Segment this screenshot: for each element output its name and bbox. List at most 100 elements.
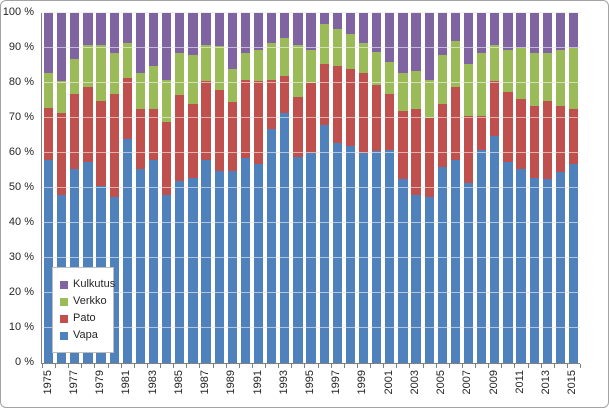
pato-segment: [267, 79, 277, 129]
x-axis-tick: [146, 364, 148, 368]
x-axis-label: 1981: [120, 370, 133, 395]
x-axis-label: 1985: [172, 370, 185, 395]
x-axis-tick: [540, 364, 542, 368]
bar-1997: [331, 13, 344, 363]
x-axis-label: 1979: [94, 370, 107, 395]
pato-segment: [385, 93, 395, 150]
kulkutus-segment: [503, 13, 513, 50]
kulkutus-segment: [319, 13, 329, 24]
verkko-segment: [503, 49, 513, 92]
pato-segment: [332, 65, 342, 143]
verkko-segment: [267, 42, 277, 80]
kulkutus-segment: [267, 13, 277, 43]
pato-swatch-icon: [60, 314, 68, 323]
legend-label: Kulkutus: [73, 278, 116, 290]
kulkutus-segment: [555, 13, 566, 50]
pato-segment: [306, 83, 316, 153]
x-axis-tick: [343, 364, 345, 368]
x-axis-label: 2007: [461, 370, 474, 395]
bar-1978: [81, 13, 94, 363]
x-axis-tick: [448, 364, 450, 368]
bar-2013: [541, 13, 554, 363]
x-axis-tick: [514, 364, 516, 368]
kulkutus-segment: [542, 13, 552, 54]
kulkutus-segment: [568, 13, 579, 48]
verkko-segment: [148, 65, 159, 110]
vapa-segment: [450, 160, 461, 363]
pato-segment: [188, 104, 198, 178]
pato-segment: [227, 102, 237, 171]
bar-1985: [173, 13, 186, 363]
vapa-segment: [162, 195, 172, 363]
x-axis-tick: [475, 364, 477, 368]
y-axis-label: 90 %: [8, 41, 34, 53]
vapa-segment: [398, 179, 408, 363]
pato-segment: [96, 100, 106, 187]
vapa-segment: [490, 135, 500, 363]
kulkutus-segment: [424, 13, 434, 80]
y-axis-label: 70 %: [8, 111, 34, 123]
pato-segment: [398, 111, 408, 180]
y-axis-label: 40 %: [8, 216, 34, 228]
x-axis-label: 1999: [356, 370, 369, 395]
verkko-segment: [201, 44, 211, 82]
x-axis-label: 2013: [540, 370, 553, 395]
pato-segment: [358, 72, 369, 153]
x-axis-tick: [580, 364, 581, 368]
bar-1993: [278, 13, 291, 363]
verkko-segment: [490, 44, 500, 82]
verkko-segment: [57, 81, 67, 113]
kulkutus-segment: [135, 13, 146, 73]
vapa-segment: [188, 177, 198, 363]
verkko-segment: [568, 48, 579, 110]
verkko-segment: [43, 72, 54, 108]
vapa-segment: [372, 151, 382, 363]
pato-segment: [424, 118, 434, 197]
verkko-segment: [411, 70, 421, 110]
pato-segment: [555, 105, 566, 173]
pato-segment: [148, 109, 159, 160]
legend-entry-pato: Pato: [60, 313, 113, 324]
verkko-segment: [542, 53, 552, 101]
kulkutus-segment: [240, 13, 251, 54]
x-axis-label: 1993: [277, 370, 290, 395]
vapa-segment: [43, 160, 54, 363]
vapa-segment: [306, 153, 316, 363]
verkko-segment: [385, 62, 395, 94]
verkko-segment: [555, 49, 566, 106]
kulkutus-segment: [332, 13, 342, 29]
verkko-segment: [319, 23, 329, 64]
y-axis-label: 10 %: [8, 321, 34, 333]
verkko-segment: [214, 46, 224, 90]
verkko-segment: [437, 55, 447, 104]
pato-segment: [280, 76, 290, 113]
kulkutus-segment: [293, 13, 303, 45]
y-axis-label: 30 %: [8, 251, 34, 263]
vapa-segment: [358, 153, 369, 363]
kulkutus-segment: [345, 13, 356, 34]
verkko-segment: [345, 34, 356, 69]
verkko-swatch-icon: [60, 297, 68, 306]
x-axis-tick: [133, 364, 135, 368]
y-axis-label: 80 %: [8, 76, 34, 88]
x-axis-tick: [173, 364, 175, 368]
bar-1986: [186, 13, 199, 363]
pato-segment: [43, 107, 54, 160]
x-axis-label: 1983: [146, 370, 159, 395]
verkko-segment: [463, 63, 474, 117]
vapa-segment: [345, 146, 356, 363]
y-axis-label: 50 %: [8, 181, 34, 193]
pato-segment: [201, 81, 211, 160]
x-axis-tick: [238, 364, 240, 368]
vapa-segment: [240, 158, 251, 363]
bar-1998: [344, 13, 357, 363]
x-axis-ticks: [42, 363, 581, 368]
x-axis-tick: [81, 364, 83, 368]
verkko-segment: [70, 58, 80, 94]
verkko-segment: [398, 72, 408, 111]
vapa-segment: [267, 128, 277, 363]
verkko-segment: [450, 41, 461, 87]
verkko-segment: [83, 44, 93, 87]
x-axis-label: 2011: [513, 370, 526, 394]
x-axis-label: 2003: [408, 370, 421, 395]
